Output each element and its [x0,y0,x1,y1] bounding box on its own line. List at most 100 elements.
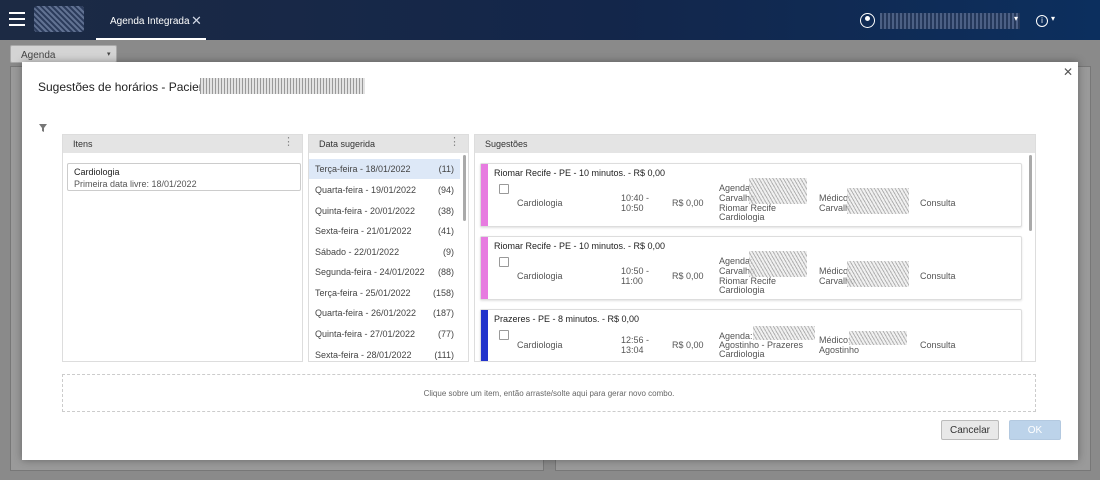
suggestions-panel-title: Sugestões [485,139,528,149]
list-item[interactable]: Quinta-feira - 27/01/2022 (77) [309,324,460,344]
modal-title: Sugestões de horários - Paciente: [38,80,219,94]
date-count: (77) [437,329,454,339]
suggestion-card[interactable]: Riomar Recife - PE - 10 minutos. - R$ 0,… [480,163,1022,227]
suggestion-specialty: Cardiologia [517,340,563,350]
suggestion-type: Consulta [920,198,956,208]
patient-name-redacted [200,78,365,94]
suggestion-price: R$ 0,00 [672,340,704,350]
user-name-redacted[interactable] [880,13,1020,29]
suggestion-price: R$ 0,00 [672,198,704,208]
redacted-doctor-name [847,261,909,287]
suggestion-agenda-specialty: Cardiologia [719,285,765,295]
location-color-bar [481,164,488,226]
date-label: Terça-feira - 25/01/2022 [315,288,411,298]
date-label: Segunda-feira - 24/01/2022 [315,267,425,277]
redacted-agenda-name [749,251,807,277]
redacted-doctor-name [847,188,909,214]
top-bar: Agenda Integrada ✕ ▾ i ▾ [0,0,1100,40]
filter-icon[interactable] [39,124,47,132]
ok-button[interactable]: OK [1009,420,1061,440]
suggestion-type: Consulta [920,340,956,350]
suggestion-agenda-doctor: Agostinho - Prazeres [719,340,804,350]
redacted-agenda-name [749,178,807,204]
location-color-bar [481,237,488,299]
suggestion-checkbox[interactable] [499,184,509,194]
suggestion-checkbox[interactable] [499,257,509,267]
suggestion-title: Riomar Recife - PE - 10 minutos. - R$ 0,… [494,241,666,251]
suggestion-card[interactable]: Riomar Recife - PE - 10 minutos. - R$ 0,… [480,236,1022,300]
date-label: Sexta-feira - 21/01/2022 [315,226,412,236]
suggestion-title: Prazeres - PE - 8 minutos. - R$ 0,00 [494,314,640,324]
suggestion-agenda-label: Agenda: [719,183,753,193]
dates-scrollbar[interactable] [463,155,466,221]
list-item[interactable]: Quarta-feira - 26/01/2022 (187) [309,303,460,323]
suggestion-time-start: 12:56 - [621,335,650,345]
date-count: (88) [437,267,454,277]
user-avatar-icon[interactable] [860,13,875,28]
dropzone-hint: Clique sobre um item, então arraste/solt… [423,389,675,398]
agenda-dropdown[interactable]: Agenda ▾ [10,45,117,63]
items-panel: Itens ⋮ Cardiologia Primeira data livre:… [62,134,303,362]
items-panel-menu-icon[interactable]: ⋮ [283,136,294,148]
dates-panel-title: Data sugerida [319,139,376,149]
suggestion-agenda-doctor: Carvalho [719,266,756,276]
date-count: (38) [437,206,454,216]
tab-close-icon[interactable]: ✕ [191,13,202,28]
suggestion-agenda-location: Riomar Recife [719,276,777,286]
chevron-down-icon: ▾ [107,51,111,58]
suggestions-scrollbar[interactable] [1029,155,1032,231]
date-label: Sábado - 22/01/2022 [315,247,400,257]
redacted-agenda-name [753,326,815,340]
list-item[interactable]: Sábado - 22/01/2022 (9) [309,242,460,262]
suggestion-doctor-name: Carvalh [819,203,851,213]
suggestion-doctor-name: Carvalho [819,276,856,286]
list-item[interactable]: Segunda-feira - 24/01/2022 (88) [309,262,460,282]
suggestion-specialty: Cardiologia [517,198,563,208]
items-panel-title: Itens [73,139,93,149]
item-name: Cardiologia [74,167,120,177]
list-item[interactable]: Terça-feira - 25/01/2022 (158) [309,283,460,303]
user-menu-chevron-down-icon[interactable]: ▾ [1014,14,1019,23]
list-item[interactable]: Quinta-feira - 20/01/2022 (38) [309,201,460,221]
redacted-doctor-name [849,331,907,345]
close-icon[interactable]: ✕ [1063,65,1074,79]
info-chevron-down-icon[interactable]: ▾ [1051,14,1056,23]
tab-agenda-integrada[interactable]: Agenda Integrada ✕ [96,0,206,40]
tab-label: Agenda Integrada [110,16,190,27]
suggestion-time-end: 13:04 [621,345,644,355]
dates-panel-header: Data sugerida ⋮ [309,135,468,153]
date-label: Quinta-feira - 20/01/2022 [315,206,416,216]
location-color-bar [481,310,488,361]
agenda-dropdown-label: Agenda [21,50,56,61]
dates-panel-menu-icon[interactable]: ⋮ [449,136,460,148]
suggestion-agenda-location: Riomar Recife [719,203,777,213]
suggestion-doctor-label: Médico: [819,193,851,203]
suggestion-price: R$ 0,00 [672,271,704,281]
suggestion-checkbox[interactable] [499,330,509,340]
hamburger-menu-icon[interactable] [9,12,25,26]
suggestion-card[interactable]: Prazeres - PE - 8 minutos. - R$ 0,00 Car… [480,309,1022,361]
item-first-free-date: Primeira data livre: 18/01/2022 [74,179,197,189]
date-label: Terça-feira - 18/01/2022 [315,164,411,174]
combo-dropzone[interactable]: Clique sobre um item, então arraste/solt… [62,374,1036,412]
list-item[interactable]: Terça-feira - 18/01/2022 (11) [309,159,460,179]
suggestion-agenda-location: Cardiologia [719,349,765,359]
suggestion-time-start: 10:50 - [621,266,650,276]
suggestion-agenda-label: Agenda: [719,256,753,266]
info-icon[interactable]: i [1036,15,1048,27]
date-label: Sexta-feira - 28/01/2022 [315,350,412,360]
suggestions-panel: Sugestões Riomar Recife - PE - 10 minuto… [474,134,1036,362]
date-count: (11) [438,164,454,174]
date-label: Quarta-feira - 26/01/2022 [315,308,417,318]
item-card-cardiologia[interactable]: Cardiologia Primeira data livre: 18/01/2… [67,163,301,191]
suggestion-time-end: 11:00 [621,276,643,286]
list-item[interactable]: Quarta-feira - 19/01/2022 (94) [309,180,460,200]
list-item[interactable]: Sexta-feira - 28/01/2022 (111) [309,345,460,361]
schedule-suggestions-modal: Sugestões de horários - Paciente: ✕ Iten… [22,62,1078,460]
date-count: (111) [434,350,454,360]
list-item[interactable]: Sexta-feira - 21/01/2022 (41) [309,221,460,241]
date-label: Quinta-feira - 27/01/2022 [315,329,416,339]
cancel-button[interactable]: Cancelar [941,420,999,440]
suggestion-time-end: 10:50 [621,203,644,213]
suggestion-agenda-specialty: Cardiologia [719,212,765,222]
